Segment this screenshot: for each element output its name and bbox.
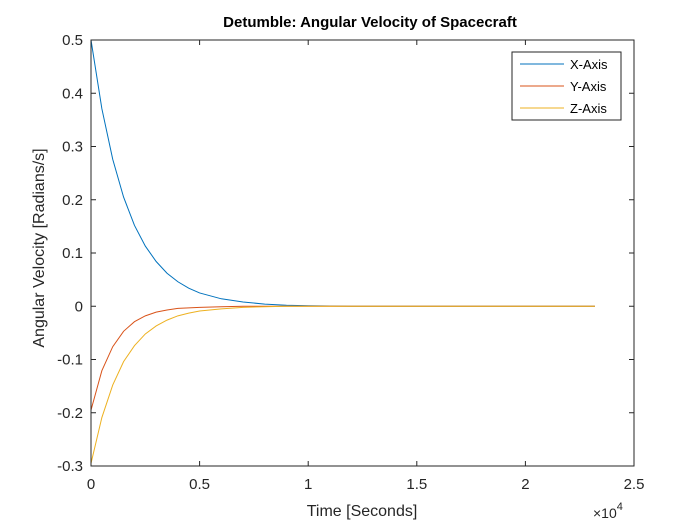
y-tick-label: 0.5 bbox=[62, 32, 83, 49]
x-tick-label: 2.5 bbox=[624, 476, 645, 493]
y-axis-label: Angular Velocity [Radians/s] bbox=[31, 148, 48, 347]
x-tick-label: 1.5 bbox=[406, 476, 427, 493]
legend-label-x-axis: X-Axis bbox=[570, 57, 608, 72]
y-tick-label: 0.1 bbox=[62, 245, 83, 262]
y-tick-label: 0.3 bbox=[62, 139, 83, 156]
chart-title: Detumble: Angular Velocity of Spacecraft bbox=[223, 14, 517, 31]
legend: X-Axis Y-Axis Z-Axis bbox=[511, 51, 622, 121]
plot-area: 0 0.5 1 1.5 2 2.5 -0.3 -0.2 -0.1 0 0.1 0.2 0.3 0.4 0.5 bbox=[57, 32, 644, 493]
y-tick-label: 0.4 bbox=[62, 85, 83, 102]
y-tick-label: 0.2 bbox=[62, 192, 83, 209]
x-tick-label: 0 bbox=[87, 476, 95, 493]
y-tick-label: -0.3 bbox=[57, 458, 83, 475]
x-tick-label: 2 bbox=[521, 476, 529, 493]
legend-label-y-axis: Y-Axis bbox=[570, 79, 607, 94]
x-axis-label: Time [Seconds] bbox=[307, 503, 418, 520]
x-axis-multiplier-base: ×10 bbox=[593, 505, 617, 521]
x-axis-multiplier-exponent: 4 bbox=[617, 501, 623, 513]
x-tick-label: 1 bbox=[304, 476, 312, 493]
y-tick-label: -0.1 bbox=[57, 352, 83, 369]
x-tick-label: 0.5 bbox=[189, 476, 210, 493]
series-line-z-axis bbox=[90, 305, 595, 464]
x-axis-multiplier: ×104 bbox=[593, 501, 623, 521]
legend-label-z-axis: Z-Axis bbox=[570, 101, 607, 116]
y-tick-label: 0 bbox=[75, 298, 83, 315]
y-tick-label: -0.2 bbox=[57, 405, 83, 422]
